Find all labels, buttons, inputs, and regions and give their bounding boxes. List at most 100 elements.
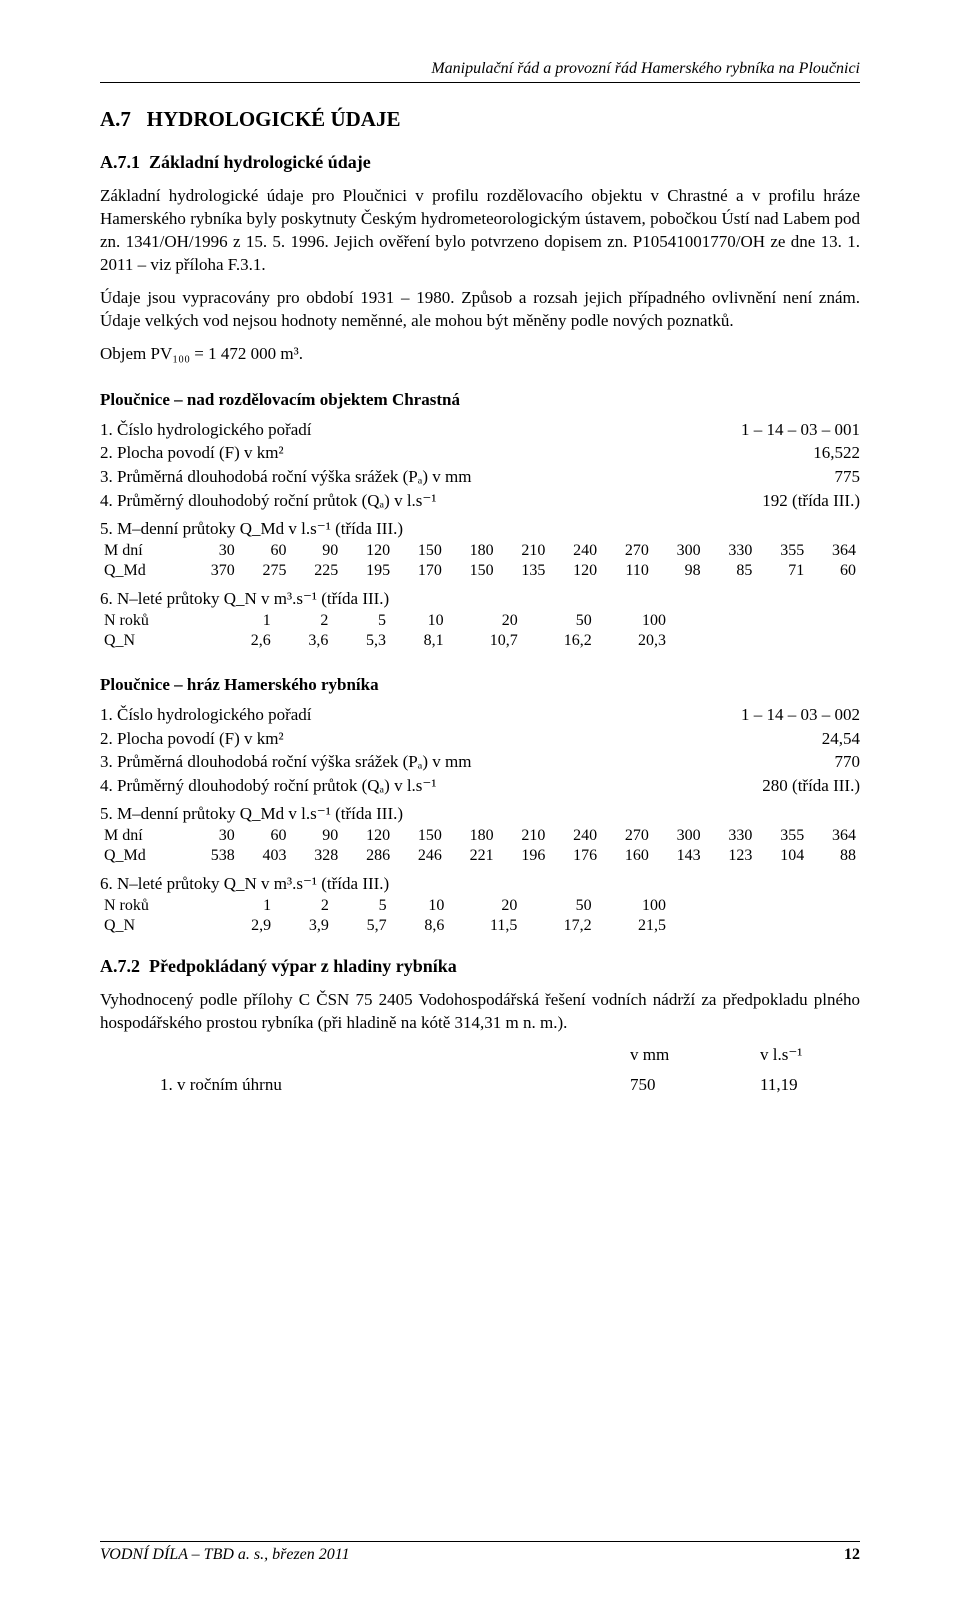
table-row: N roků 1 2 5 10 20 50 100 (100, 896, 670, 916)
kv-row: 2. Plocha povodí (F) v km² 24,54 (100, 727, 860, 751)
table-cell: 90 (291, 826, 343, 846)
subsection-a72-title: A.7.2 Předpokládaný výpar z hladiny rybn… (100, 956, 860, 977)
kv-label: 2. Plocha povodí (F) v km² (100, 441, 284, 465)
kv-value: 1 – 14 – 03 – 001 (721, 418, 860, 442)
table-cell: 8,6 (391, 916, 449, 936)
kv-row: 4. Průměrný dlouhodobý roční průtok (Qₐ)… (100, 774, 860, 798)
table-cell: 240 (549, 826, 601, 846)
table-cell: 330 (705, 541, 757, 561)
table-cell: 2 (275, 896, 333, 916)
page-number: 12 (844, 1546, 860, 1564)
table-cell: 364 (808, 541, 860, 561)
mdaily-table-chrastna: M dní 30 60 90 120 150 180 210 240 270 3… (100, 541, 860, 581)
table-cell: 180 (446, 826, 498, 846)
table-row: M dní 30 60 90 120 150 180 210 240 270 3… (100, 826, 860, 846)
table-cell: 150 (446, 561, 498, 581)
table-row: Q_N 2,6 3,6 5,3 8,1 10,7 16,2 20,3 (100, 631, 670, 651)
kv-row: 3. Průměrná dlouhodobá roční výška sráže… (100, 750, 860, 774)
nyear-label: 6. N–leté průtoky Q_N v m³.s⁻¹ (třída II… (100, 874, 860, 894)
table-cell: 11,5 (448, 916, 521, 936)
table-cell: 20,3 (596, 631, 670, 651)
mdaily-label: 5. M–denní průtoky Q_Md v l.s⁻¹ (třída I… (100, 804, 860, 824)
table-cell: 135 (498, 561, 550, 581)
kv-row: 1. Číslo hydrologického pořadí 1 – 14 – … (100, 703, 860, 727)
nyear-table-chrastna: N roků 1 2 5 10 20 50 100 Q_N 2,6 3,6 5,… (100, 611, 670, 651)
nyear-table-hraz: N roků 1 2 5 10 20 50 100 Q_N 2,9 3,9 5,… (100, 896, 670, 936)
table-cell: 120 (549, 561, 601, 581)
table-cell: 60 (239, 826, 291, 846)
kv-label: 4. Průměrný dlouhodobý roční průtok (Qₐ)… (100, 489, 437, 513)
mdaily-label: 5. M–denní průtoky Q_Md v l.s⁻¹ (třída I… (100, 519, 860, 539)
table-cell: 60 (808, 561, 860, 581)
table-cell: 30 (187, 826, 239, 846)
table-cell: 85 (705, 561, 757, 581)
kv-label: 2. Plocha povodí (F) v km² (100, 727, 284, 751)
running-header: Manipulační řád a provozní řád Hamerskéh… (100, 60, 860, 78)
table-cell: 120 (342, 541, 394, 561)
kv-row: 3. Průměrná dlouhodobá roční výška sráže… (100, 465, 860, 489)
mdaily-table-hraz: M dní 30 60 90 120 150 180 210 240 270 3… (100, 826, 860, 866)
table-cell: 71 (756, 561, 808, 581)
table-cell: 5 (332, 611, 390, 631)
table-cell: 30 (187, 541, 239, 561)
evap-data-row: 1. v ročním úhrnu 750 11,19 (100, 1075, 860, 1095)
table-cell: 100 (596, 611, 670, 631)
section-title-text: HYDROLOGICKÉ ÚDAJE (147, 107, 401, 131)
kv-value: 192 (třída III.) (742, 489, 860, 513)
evap-col-ls: v l.s⁻¹ (760, 1045, 860, 1065)
kv-label: 1. Číslo hydrologického pořadí (100, 418, 312, 442)
table-cell: 270 (601, 826, 653, 846)
table-cell: 170 (394, 561, 446, 581)
table-cell: 123 (705, 846, 757, 866)
table-cell: 143 (653, 846, 705, 866)
subsection-a72-number: A.7.2 (100, 956, 140, 976)
kv-row: 2. Plocha povodí (F) v km² 16,522 (100, 441, 860, 465)
table-cell: 286 (342, 846, 394, 866)
table-cell: 5,7 (333, 916, 391, 936)
table-cell: 300 (653, 541, 705, 561)
table-cell: 330 (705, 826, 757, 846)
table-cell: 20 (448, 896, 521, 916)
table-cell: 17,2 (521, 916, 595, 936)
evap-col-mm: v mm (630, 1045, 760, 1065)
table-cell: 10,7 (448, 631, 522, 651)
table-row: Q_Md 538 403 328 286 246 221 196 176 160… (100, 846, 860, 866)
table-cell: 50 (522, 611, 596, 631)
table-cell: 538 (187, 846, 239, 866)
kv-value: 280 (třída III.) (742, 774, 860, 798)
table-cell: 160 (601, 846, 653, 866)
table-cell: Q_N (100, 916, 217, 936)
table-cell: 1 (217, 611, 275, 631)
table-cell: 10 (390, 611, 448, 631)
table-cell: 8,1 (390, 631, 448, 651)
kv-label: 3. Průměrná dlouhodobá roční výška sráže… (100, 465, 472, 489)
table-cell: 110 (601, 561, 653, 581)
table-cell: 196 (498, 846, 550, 866)
subsection-a71-title: A.7.1 Základní hydrologické údaje (100, 152, 860, 173)
table-cell: 16,2 (522, 631, 596, 651)
table-row: N roků 1 2 5 10 20 50 100 (100, 611, 670, 631)
subsection-a71-text: Základní hydrologické údaje (149, 152, 371, 172)
kv-row: 4. Průměrný dlouhodobý roční průtok (Qₐ)… (100, 489, 860, 513)
table-cell: 195 (342, 561, 394, 581)
spacer (100, 1075, 160, 1095)
table-cell: M dní (100, 541, 187, 561)
table-row: M dní 30 60 90 120 150 180 210 240 270 3… (100, 541, 860, 561)
paragraph: Vyhodnocený podle přílohy C ČSN 75 2405 … (100, 989, 860, 1035)
kv-label: 4. Průměrný dlouhodobý roční průtok (Qₐ)… (100, 774, 437, 798)
table-cell: 1 (217, 896, 275, 916)
table-cell: 355 (756, 826, 808, 846)
kv-label: 3. Průměrná dlouhodobá roční výška sráže… (100, 750, 472, 774)
table-cell: Q_Md (100, 561, 187, 581)
table-cell: 246 (394, 846, 446, 866)
table-cell: 210 (498, 541, 550, 561)
spacer (160, 1045, 630, 1065)
table-cell: 355 (756, 541, 808, 561)
table-cell: 300 (653, 826, 705, 846)
evap-row-mm: 750 (630, 1075, 760, 1095)
table-cell: 180 (446, 541, 498, 561)
evap-header-row: v mm v l.s⁻¹ (100, 1045, 860, 1065)
table-cell: 3,6 (275, 631, 333, 651)
table-cell: 225 (291, 561, 343, 581)
block-chrastna-title: Ploučnice – nad rozdělovacím objektem Ch… (100, 390, 860, 410)
